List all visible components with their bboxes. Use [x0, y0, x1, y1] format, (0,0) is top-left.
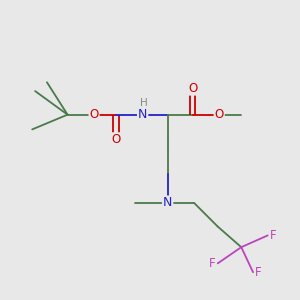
Text: H: H: [140, 98, 148, 109]
Text: F: F: [209, 257, 216, 270]
Text: O: O: [89, 108, 99, 121]
Text: O: O: [214, 108, 224, 121]
Text: N: N: [163, 196, 172, 209]
Text: F: F: [270, 229, 276, 242]
Text: N: N: [138, 108, 147, 121]
Text: O: O: [112, 133, 121, 146]
Text: F: F: [255, 266, 262, 279]
Text: O: O: [188, 82, 197, 95]
